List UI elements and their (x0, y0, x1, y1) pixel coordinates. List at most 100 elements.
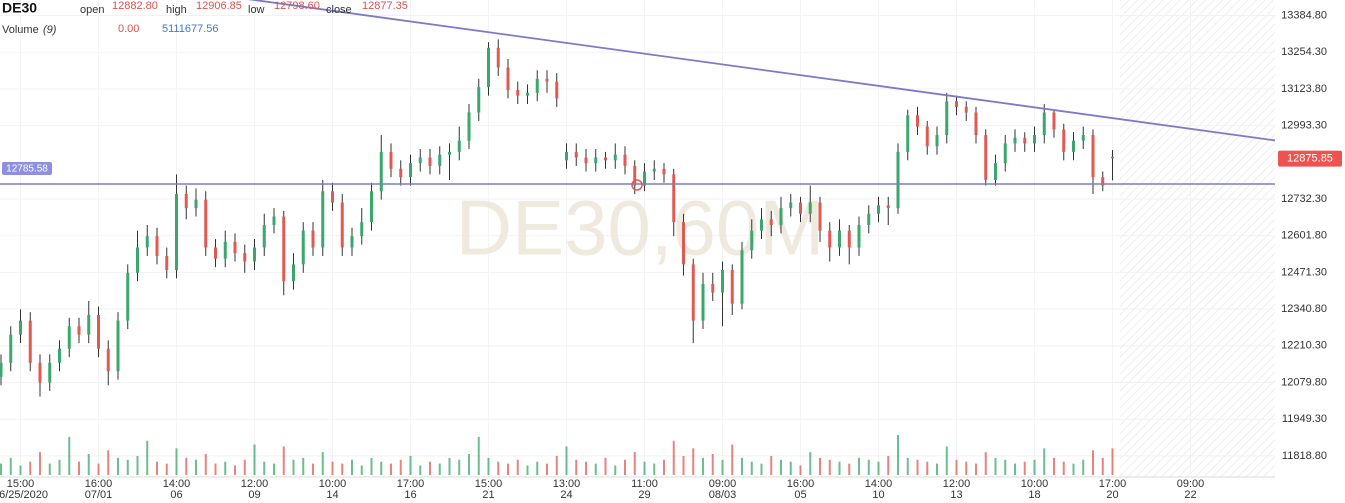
y-tick-label: 13123.80 (1281, 83, 1327, 95)
volume-bar (156, 461, 158, 475)
candle-body (145, 236, 149, 248)
volume-bar (624, 459, 626, 475)
candle-body (516, 89, 520, 96)
volume-bar (819, 457, 821, 475)
candle-body (984, 134, 988, 180)
volume-bar (877, 461, 880, 475)
candle-body (438, 154, 442, 166)
candle-body (28, 320, 32, 363)
last-price-label: 12875.85 (1287, 153, 1333, 165)
volume-bar (848, 463, 851, 475)
candle-body (730, 269, 734, 304)
candle-body (399, 168, 403, 178)
x-tick-label: 14:00 (865, 478, 893, 490)
y-tick-label: 12340.80 (1281, 303, 1327, 315)
candle-body (477, 87, 481, 113)
volume-bar (653, 463, 656, 475)
candle-body (838, 230, 841, 248)
level-badge (2, 162, 52, 176)
candle-body (126, 272, 130, 321)
candle-body (1111, 156, 1114, 159)
x-tick-label: 17:00 (1099, 478, 1127, 490)
candle-body (721, 269, 724, 293)
volume-bar (175, 448, 178, 475)
y-tick-label: 13254.30 (1281, 46, 1327, 58)
x-tick-label: 10:00 (319, 478, 347, 490)
candle-body (97, 314, 100, 349)
candle-body (526, 92, 529, 96)
candle-body (1052, 112, 1056, 130)
candle-body (506, 67, 510, 90)
candle-body (204, 199, 208, 248)
candle-body (262, 224, 266, 248)
x-date-label: 05 (794, 489, 806, 501)
candle-body (1013, 137, 1017, 144)
volume-bar (916, 459, 919, 475)
watermark: DE30,60M (456, 184, 825, 272)
volume-bar (760, 463, 763, 475)
volume-bar (614, 465, 617, 475)
volume-bar (468, 454, 470, 475)
volume-bar (936, 463, 938, 475)
candle-body (87, 314, 91, 335)
volume-bar (292, 459, 295, 475)
x-date-label: 20 (1106, 489, 1118, 501)
volume-bar (312, 463, 314, 475)
y-tick-label: 11818.80 (1282, 450, 1327, 462)
candle-body (916, 115, 919, 127)
volume-bar (117, 457, 119, 475)
volume-bar (672, 440, 675, 475)
volume-bar (263, 461, 266, 475)
trend-line (247, 0, 1275, 142)
volume-bar (458, 459, 461, 475)
candle-body (282, 216, 286, 282)
volume-bar (380, 461, 383, 475)
volume-bar (1043, 448, 1046, 475)
volume-bar (585, 461, 587, 475)
candle-body (194, 199, 198, 209)
candle-body (48, 362, 52, 383)
x-date-label: 21 (482, 489, 494, 501)
volume-bar (253, 444, 256, 475)
candle-body (662, 168, 666, 175)
volume-bar (1101, 457, 1104, 475)
candle-body (633, 165, 637, 186)
candle-body (643, 171, 646, 186)
candle-body (340, 202, 344, 248)
lines (0, 0, 1275, 185)
x-date-label: 18 (1028, 489, 1040, 501)
x-tick-label: 16:00 (787, 478, 815, 490)
candle-body (750, 230, 754, 251)
candle-body (223, 241, 227, 259)
candle-body (214, 247, 217, 259)
candle-body (867, 213, 871, 225)
x-date-label: 29 (638, 489, 650, 501)
volume-bar (136, 455, 139, 475)
volume-bar (331, 461, 334, 475)
volume-bar (302, 457, 305, 475)
candle-body (974, 112, 978, 135)
candle-body (652, 168, 656, 172)
volume-bar (185, 457, 188, 475)
candle-body (886, 205, 890, 209)
x-date-label: 16 (404, 489, 416, 501)
candle-body (496, 47, 500, 68)
volume-bar (487, 457, 490, 475)
volume-bar (897, 435, 899, 475)
x-tick-label: 15:00 (7, 478, 35, 490)
candle-body (847, 230, 851, 248)
candle-body (0, 362, 3, 377)
candle-body (740, 250, 744, 304)
volume-bar (146, 440, 149, 475)
volume (0, 435, 1114, 475)
volume-bar (731, 444, 734, 475)
header: DE30 open 12882.80 high 12906.85 low 127… (2, 0, 408, 36)
volume-bar (370, 457, 373, 475)
candle-body (311, 230, 315, 248)
candle-body (321, 191, 325, 248)
x-tick-label: 16:00 (85, 478, 113, 490)
volume-ma: 5111677.56 (162, 23, 218, 35)
candle-body (360, 222, 364, 237)
volume-bar (975, 463, 977, 475)
candle-body (457, 140, 461, 152)
